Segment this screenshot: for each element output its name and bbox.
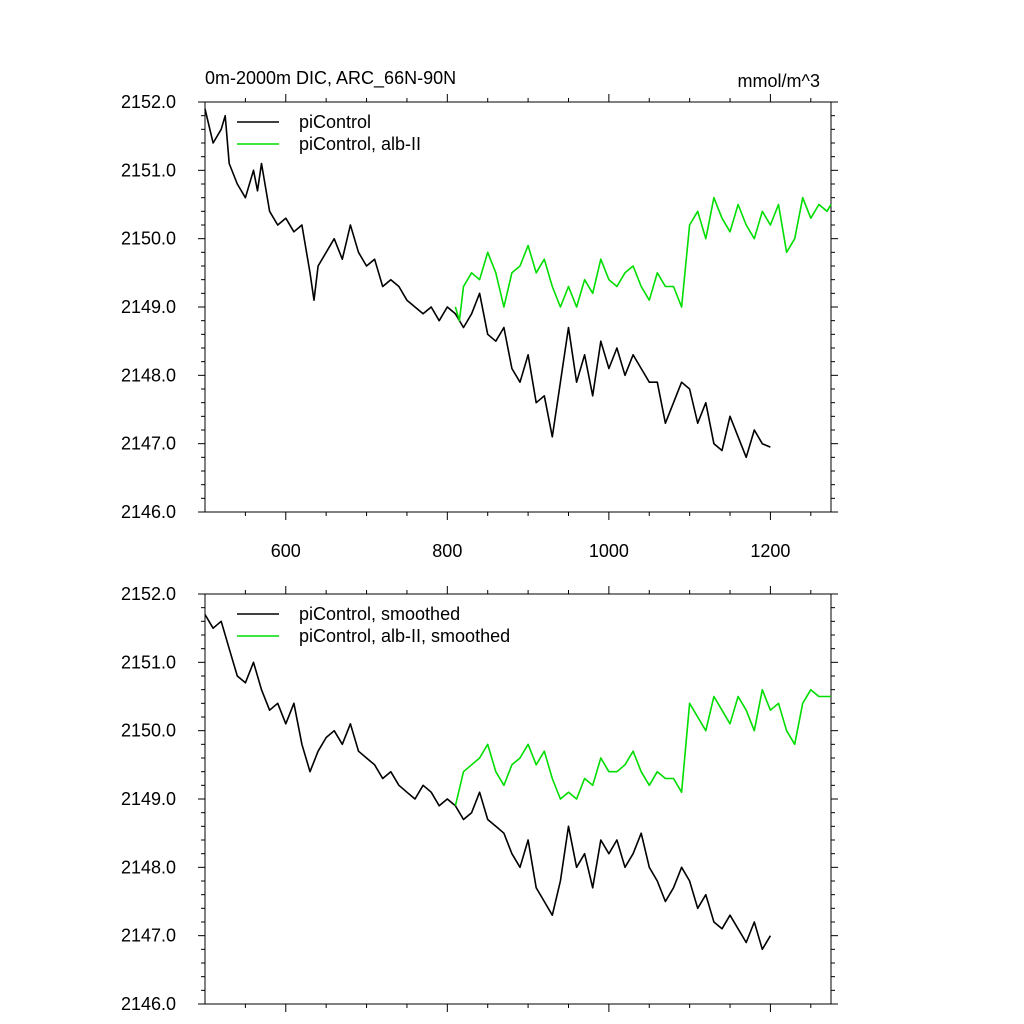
legend-entry: piControl, alb-II (299, 134, 421, 154)
legend-entry: piControl (299, 112, 371, 132)
series-line (204, 614, 772, 951)
panel-bottom: 2146.0 2147.0 2148.0 2149.0 2150.0 2151.0 2152… (121, 584, 838, 1014)
y-tick-label: 2150.0 (121, 721, 176, 741)
y-tick-label: 2151.0 (121, 160, 176, 180)
ticks-bottom: 2146.0 2147.0 2148.0 2149.0 2150.0 2151.0 2152… (121, 584, 838, 1014)
legend-entry: piControl, alb-II, smoothed (299, 626, 510, 646)
y-tick-label: 2147.0 (121, 926, 176, 946)
plot-frame-top (204, 101, 832, 513)
y-tick-label: 2152.0 (121, 92, 176, 112)
panel-top: 0m-2000m DIC, ARC_66N-90N mmol/m^3 2146.… (121, 68, 838, 561)
chart-title: 0m-2000m DIC, ARC_66N-90N (205, 68, 456, 89)
y-tick-label: 2146.0 (121, 502, 176, 522)
y-tick-label: 2149.0 (121, 297, 176, 317)
series-line (454, 196, 832, 322)
y-tick-label: 2149.0 (121, 789, 176, 809)
ticks-top: 2146.0 2147.0 2148.0 2149.0 2150.0 2151.0 2152… (121, 92, 838, 561)
plot-frame-bottom (204, 593, 832, 1005)
x-tick-label: 800 (432, 541, 462, 561)
series-line (454, 688, 831, 806)
series-line (204, 108, 771, 459)
y-tick-label: 2146.0 (121, 994, 176, 1014)
series-group-top (204, 108, 832, 459)
units-label: mmol/m^3 (738, 71, 820, 91)
x-tick-label: 1000 (589, 541, 629, 561)
y-tick-label: 2148.0 (121, 857, 176, 877)
y-tick-label: 2147.0 (121, 434, 176, 454)
x-tick-label: 600 (271, 541, 301, 561)
y-tick-label: 2151.0 (121, 652, 176, 672)
series-group-bottom (204, 614, 831, 951)
legend-entry: piControl, smoothed (299, 604, 460, 624)
y-tick-label: 2150.0 (121, 229, 176, 249)
y-tick-label: 2148.0 (121, 365, 176, 385)
y-tick-label: 2152.0 (121, 584, 176, 604)
x-tick-label: 1200 (750, 541, 790, 561)
